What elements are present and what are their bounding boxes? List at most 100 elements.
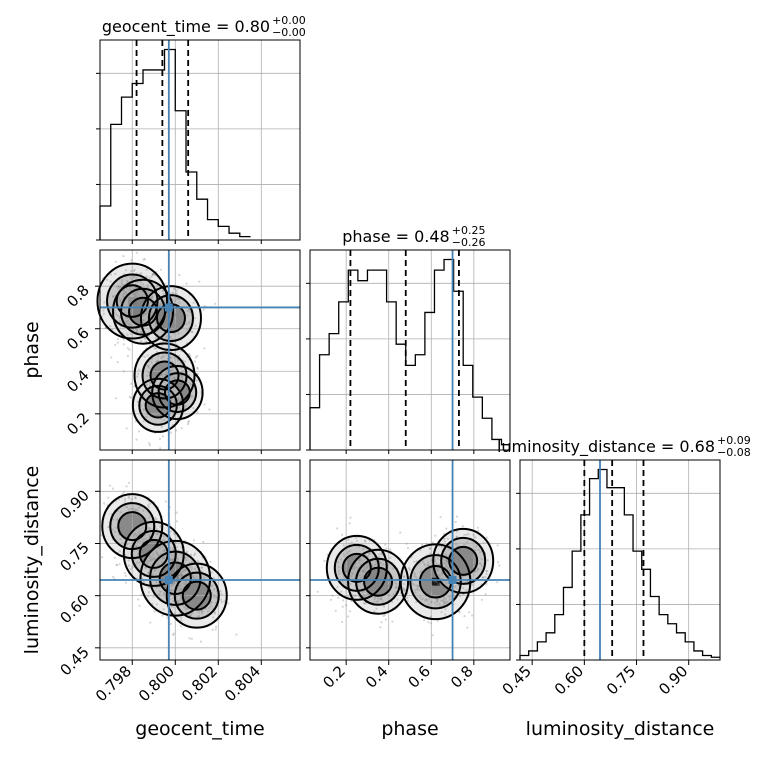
sample-point — [133, 268, 136, 271]
sample-point — [166, 616, 169, 619]
sample-point — [418, 589, 421, 592]
sample-point — [184, 576, 187, 579]
sample-point — [174, 566, 177, 569]
sample-point — [160, 312, 163, 315]
sample-point — [152, 273, 155, 276]
sample-point — [486, 559, 489, 562]
sample-point — [144, 537, 147, 540]
sample-point — [144, 312, 147, 315]
sample-point — [422, 575, 426, 578]
sample-point — [132, 275, 136, 279]
sample-point — [438, 575, 441, 578]
sample-point — [163, 547, 167, 551]
sample-point — [481, 576, 484, 579]
sample-point — [438, 573, 441, 577]
sample-point — [161, 373, 164, 376]
sample-point — [411, 582, 414, 585]
sample-point — [134, 533, 137, 536]
contour-line — [130, 529, 177, 578]
sample-point — [180, 619, 183, 622]
sample-point — [137, 294, 140, 297]
sample-point — [184, 580, 187, 583]
x-tick-label: 0.804 — [221, 662, 264, 705]
sample-point — [161, 313, 164, 317]
sample-point — [122, 528, 125, 531]
sample-point — [153, 569, 156, 572]
sample-point — [137, 321, 140, 324]
sample-point — [135, 251, 138, 254]
sample-point — [149, 407, 152, 410]
sample-point — [203, 585, 206, 588]
sample-point — [373, 563, 376, 567]
sample-point — [132, 292, 135, 295]
sample-point — [462, 593, 465, 596]
sample-point — [379, 562, 383, 565]
sample-point — [454, 584, 458, 587]
sample-point — [438, 604, 442, 608]
sample-point — [442, 596, 445, 599]
sample-point — [163, 300, 166, 303]
sample-point — [177, 397, 180, 400]
sample-point — [472, 557, 475, 561]
sample-point — [185, 323, 188, 326]
sample-point — [191, 592, 194, 595]
sample-point — [349, 550, 352, 553]
sample-point — [187, 590, 190, 593]
sample-point — [475, 545, 478, 548]
sample-point — [162, 549, 165, 552]
sample-point — [115, 563, 118, 566]
sample-point — [125, 518, 128, 521]
sample-point — [378, 556, 381, 559]
sample-point — [414, 573, 417, 576]
contour-line — [409, 554, 462, 610]
sample-point — [156, 368, 159, 371]
sample-point — [124, 269, 128, 272]
sample-point — [132, 550, 135, 553]
y-axis-label-phase: phase — [21, 321, 43, 378]
sample-point — [122, 370, 125, 373]
sample-point — [416, 588, 419, 591]
sample-point — [316, 590, 319, 593]
sample-point — [353, 566, 356, 569]
sample-point — [169, 605, 173, 609]
contour-line — [181, 580, 212, 611]
sample-point — [134, 508, 138, 511]
sample-point — [137, 318, 140, 321]
sample-point — [184, 404, 187, 407]
sample-point — [169, 431, 173, 434]
sample-point — [195, 585, 198, 589]
sample-point — [172, 606, 175, 609]
sample-point — [188, 566, 191, 569]
sample-point — [403, 589, 406, 592]
sample-point — [149, 343, 152, 347]
sample-point — [363, 565, 366, 568]
sample-point — [437, 568, 440, 572]
sample-point — [442, 586, 445, 589]
sample-point — [426, 583, 429, 586]
sample-point — [147, 371, 150, 374]
sample-point — [186, 309, 189, 312]
sample-point — [449, 570, 452, 573]
sample-point — [347, 562, 350, 565]
sample-point — [379, 576, 382, 580]
sample-point — [182, 392, 185, 395]
sample-point — [416, 587, 419, 591]
sample-point — [162, 410, 165, 413]
sample-point — [156, 533, 159, 536]
sample-point — [141, 291, 145, 294]
sample-point — [160, 314, 163, 317]
sample-point — [186, 607, 189, 611]
sample-point — [159, 302, 162, 305]
sample-point — [440, 591, 443, 594]
sample-point — [429, 622, 432, 625]
sample-point — [171, 546, 174, 550]
y-tick-label: 0.60 — [56, 591, 92, 627]
sample-point — [138, 561, 141, 564]
sample-point — [179, 570, 182, 573]
sample-point — [127, 481, 131, 484]
sample-point — [141, 294, 144, 297]
sample-point — [142, 420, 145, 423]
sample-point — [118, 319, 121, 322]
sample-point — [420, 598, 423, 601]
sample-point — [444, 597, 447, 600]
